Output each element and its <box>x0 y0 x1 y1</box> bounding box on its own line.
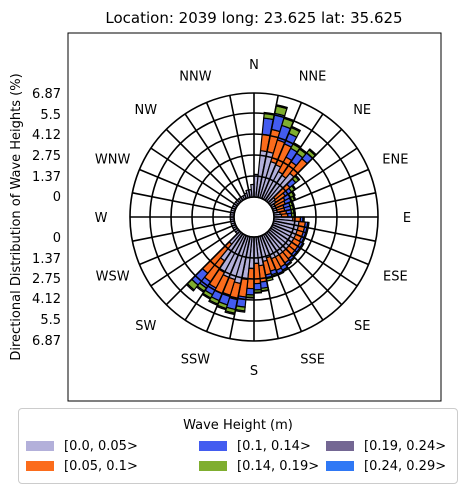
legend-label-0: [0.0, 0.05> <box>64 438 138 454</box>
direction-label-wnw: WNW <box>95 152 131 167</box>
radial-tick-lower-5: 6.87 <box>32 334 61 349</box>
grid-spoke-26 <box>139 168 236 211</box>
legend-title: Wave Height (m) <box>183 418 293 433</box>
bar-[0.1, 0.14>-sector-32 <box>245 287 255 296</box>
grid-spoke-28 <box>165 128 241 204</box>
legend-item-1: [0.05, 0.1> <box>26 458 138 474</box>
direction-label-ese: ESE <box>383 270 408 285</box>
direction-label-w: W <box>95 211 108 226</box>
legend-label-2: [0.1, 0.14> <box>237 438 311 454</box>
legend-swatch-2 <box>199 441 227 451</box>
direction-label-ene: ENE <box>382 152 408 167</box>
grid-spoke-14 <box>260 235 303 332</box>
radial-tick-upper-1: 5.5 <box>40 108 61 123</box>
radial-tick-upper-0: 6.87 <box>32 87 61 102</box>
grid-spoke-31 <box>229 95 251 198</box>
legend: Wave Height (m) [0.0, 0.05> [0.05, 0.1> [0… <box>18 408 458 484</box>
grid-spoke-23 <box>132 220 235 242</box>
radial-tick-lower-4: 5.5 <box>40 313 61 328</box>
legend-item-3: [0.14, 0.19> <box>199 458 319 474</box>
direction-label-se: SE <box>354 319 370 334</box>
legend-swatch-4 <box>326 441 354 451</box>
grid-spoke-17 <box>229 236 251 339</box>
plot-frame <box>67 32 442 402</box>
direction-label-ne: NE <box>353 103 371 118</box>
grid-spoke-22 <box>139 223 236 266</box>
bar-[0.19, 0.24>-sector-34 <box>224 310 236 316</box>
y-axis-label: Directional Distribution of Wave Heights… <box>9 73 24 360</box>
legend-label-1: [0.05, 0.1> <box>64 458 138 474</box>
grid-spoke-2 <box>260 102 303 199</box>
radial-tick-lower-2: 2.75 <box>32 272 61 287</box>
radial-tick-lower-0: 0 <box>53 231 61 246</box>
bar-[0.19, 0.24>-sector-2 <box>275 103 288 110</box>
chart-title: Location: 2039 long: 23.625 lat: 35.625 <box>105 9 402 27</box>
direction-label-s: S <box>250 364 258 379</box>
bar-layer <box>185 103 318 316</box>
direction-label-e: E <box>403 211 411 226</box>
radial-tick-lower-3: 4.12 <box>32 292 61 307</box>
grid-spoke-5 <box>270 147 358 207</box>
grid-spoke-4 <box>267 128 343 204</box>
polar-grid <box>129 92 379 342</box>
direction-label-ssw: SSW <box>181 352 211 367</box>
legend-item-5: [0.24, 0.29> <box>326 458 446 474</box>
direction-labels: N NNE NE ENE E ESE SE SSE S SSW SW WSW W WNW NW NNW <box>95 58 412 379</box>
legend-label-5: [0.24, 0.29> <box>364 458 447 474</box>
direction-label-nw: NW <box>135 103 158 118</box>
direction-label-wsw: WSW <box>96 270 130 285</box>
direction-label-sw: SW <box>135 319 156 334</box>
grid-spoke-30 <box>205 102 248 199</box>
grid-spoke-29 <box>184 113 244 201</box>
grid-spoke-10 <box>272 223 369 266</box>
radial-tick-upper-2: 4.12 <box>32 128 61 143</box>
grid-spoke-6 <box>272 168 369 211</box>
legend-label-3: [0.14, 0.19> <box>237 458 320 474</box>
direction-label-nnw: NNW <box>179 70 211 85</box>
legend-swatch-1 <box>26 461 54 471</box>
direction-label-n: N <box>249 58 259 73</box>
radial-tick-upper-4: 1.37 <box>32 170 61 185</box>
legend-swatch-5 <box>326 461 354 471</box>
legend-item-4: [0.19, 0.24> <box>326 438 446 454</box>
radial-tick-labels: 6.87 5.5 4.12 2.75 1.37 0 0 1.37 2.75 4.12 5.5 6.87 <box>32 87 61 349</box>
grid-spoke-18 <box>205 235 248 332</box>
grid-spoke-19 <box>184 233 244 321</box>
direction-label-sse: SSE <box>300 352 325 367</box>
grid-spoke-9 <box>273 220 376 242</box>
bar-[0.1, 0.14>-sector-31 <box>253 282 262 291</box>
grid-spoke-1 <box>257 95 279 198</box>
grid-spoke-15 <box>257 236 279 339</box>
direction-label-nne: NNE <box>299 70 327 85</box>
legend-swatch-0 <box>26 441 54 451</box>
radial-tick-upper-3: 2.75 <box>32 149 61 164</box>
grid-spoke-21 <box>150 227 238 287</box>
bar-[0.19, 0.24>-sector-4 <box>290 125 302 133</box>
grid-ring-0 <box>233 196 275 238</box>
legend-label-4: [0.19, 0.24> <box>364 438 447 454</box>
grid-spoke-27 <box>150 147 238 207</box>
legend-item-2: [0.1, 0.14> <box>199 438 311 454</box>
radial-tick-upper-5: 0 <box>53 190 61 205</box>
grid-spoke-3 <box>264 113 324 201</box>
grid-spoke-7 <box>273 192 376 214</box>
grid-spoke-13 <box>264 233 324 321</box>
grid-spoke-12 <box>267 230 343 306</box>
legend-item-0: [0.0, 0.05> <box>26 438 138 454</box>
grid-spoke-20 <box>165 230 241 306</box>
bar-[0.19, 0.24>-sector-32 <box>245 296 255 299</box>
grid-spoke-25 <box>132 192 235 214</box>
legend-swatch-3 <box>199 461 227 471</box>
radial-tick-lower-1: 1.37 <box>32 252 61 267</box>
grid-spoke-11 <box>270 227 358 287</box>
bar-[0.19, 0.24>-sector-31 <box>253 291 263 294</box>
